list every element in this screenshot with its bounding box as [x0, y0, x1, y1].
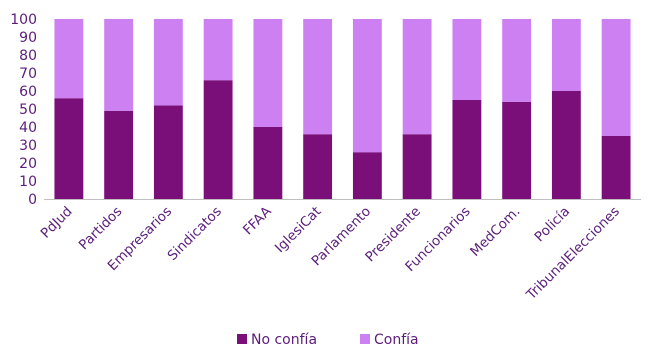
x-category-label: TribunalElecciones	[523, 204, 623, 304]
bar-segment-no-confia	[352, 152, 382, 199]
x-category-label: PdJud	[38, 204, 76, 242]
x-category-label: Partidos	[76, 204, 126, 254]
bar-segment-confia	[452, 19, 482, 100]
bars	[54, 19, 631, 199]
bar-segment-confia	[402, 19, 432, 135]
y-tick-label: 100	[10, 12, 37, 28]
bar-segment-confia	[551, 19, 581, 91]
legend-label-confia: Confía	[374, 332, 419, 348]
y-tick-label: 80	[19, 48, 37, 64]
bar-segment-no-confia	[502, 101, 532, 199]
y-tick-label: 0	[28, 192, 37, 208]
bar-segment-no-confia	[203, 80, 233, 199]
x-category-label: Sindicatos	[165, 204, 225, 264]
y-tick-label: 70	[19, 66, 37, 82]
bar-segment-confia	[303, 19, 333, 135]
legend-label-no-confia: No confía	[251, 332, 317, 348]
legend: No confía Confía	[237, 332, 419, 348]
bar-segment-confia	[502, 19, 532, 102]
bar-segment-confia	[104, 19, 134, 111]
y-axis-ticks: 0 10 20 30 40 50 60 70 80 90 100	[10, 12, 37, 208]
bar-segment-confia	[54, 19, 84, 99]
y-tick-label: 60	[19, 84, 37, 100]
bar-segment-confia	[352, 19, 382, 153]
bar-segment-no-confia	[452, 100, 482, 199]
y-tick-label: 20	[19, 156, 37, 172]
x-category-label: FFAA	[240, 203, 275, 238]
legend-swatch-confia	[360, 334, 370, 344]
y-tick-label: 90	[19, 30, 37, 46]
bar-segment-no-confia	[104, 110, 134, 199]
bar-segment-no-confia	[153, 105, 183, 199]
bar-segment-no-confia	[551, 91, 581, 199]
bar-segment-confia	[153, 19, 183, 106]
y-tick-label: 30	[19, 138, 37, 154]
x-category-label: Policía	[532, 204, 574, 246]
y-tick-label: 40	[19, 120, 37, 136]
y-tick-label: 10	[19, 174, 37, 190]
bar-segment-confia	[253, 19, 283, 127]
bar-segment-no-confia	[303, 134, 333, 199]
bar-segment-no-confia	[253, 127, 283, 199]
y-tick-label: 50	[19, 102, 37, 118]
x-category-label: IglesiCat	[272, 204, 325, 257]
bar-segment-no-confia	[601, 136, 631, 199]
bar-segment-no-confia	[402, 134, 432, 199]
bar-segment-confia	[203, 19, 233, 81]
legend-swatch-no-confia	[237, 334, 247, 344]
bar-segment-no-confia	[54, 98, 84, 199]
bar-segment-confia	[601, 19, 631, 136]
x-category-label: MedCom.	[467, 204, 523, 260]
